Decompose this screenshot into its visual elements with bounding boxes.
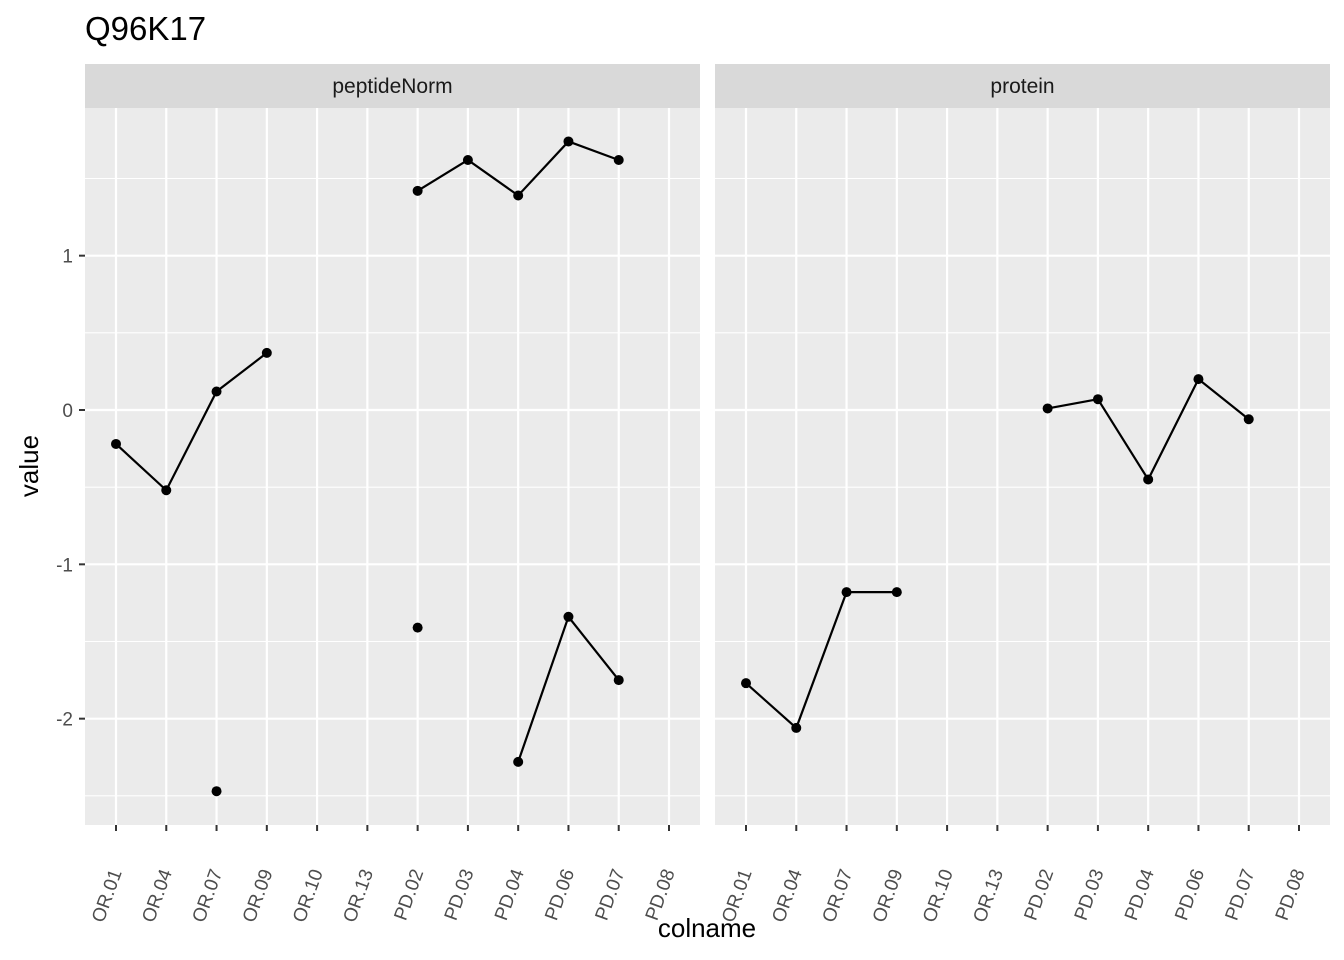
data-point [111,438,121,449]
data-point [161,485,172,496]
data-point [211,786,222,797]
y-tick-label: 0 [62,401,73,422]
x-tick-label: PD.02 [1021,867,1059,924]
x-tick-label: OR.09 [869,867,908,926]
x-tick-label: OR.07 [189,867,228,926]
series-1 [741,374,1254,733]
facet-panels: peptideNorm OR.01 OR.04 OR.07 OR.09 OR.10 OR.1… [56,64,1330,925]
x-tick-label: PD.07 [1222,867,1260,924]
data-point [412,185,423,196]
y-tick-label: -1 [56,555,73,576]
data-point [741,678,751,689]
data-point [891,587,902,598]
chart-title: Q96K17 [85,10,206,47]
data-point [613,675,624,686]
data-point [613,154,624,165]
data-point [563,611,574,622]
data-point [513,756,524,767]
x-tick-label: OR.01 [88,867,127,926]
data-point [563,136,574,147]
data-point [261,347,272,358]
data-point [513,190,524,201]
data-point [1042,403,1053,414]
facet-strip [85,64,700,108]
x-tick-label: PD.07 [592,867,630,924]
y-axis-title: value [14,435,44,497]
x-tick-label: PD.03 [441,867,479,924]
x-tick-label: OR.13 [340,867,379,926]
facet-strip-label: peptideNorm [332,75,452,98]
series-line [745,591,897,730]
x-tick-label: PD.03 [1071,867,1109,924]
data-point [791,722,802,733]
facet-strip-label: protein [990,75,1054,98]
plot-panel [85,108,700,825]
x-tick-label: OR.10 [289,867,328,926]
x-tick-label: PD.06 [1171,867,1209,924]
series-1 [111,136,624,496]
series-2 [211,611,624,797]
data-point [211,386,222,397]
x-tick-label: PD.04 [1121,866,1159,923]
data-point [1193,374,1204,385]
y-tick-label: 1 [62,247,73,268]
x-tick-label: PD.08 [1272,867,1310,924]
facet-peptideNorm: peptideNorm OR.01 OR.04 OR.07 OR.09 OR.10 OR.1… [56,64,700,925]
x-tick-label: OR.07 [819,867,858,926]
x-tick-label: PD.04 [491,866,529,923]
x-tick-label: OR.10 [919,867,958,926]
x-tick-label: PD.06 [541,867,579,924]
data-point [1143,474,1154,485]
x-tick-label: OR.04 [768,866,807,925]
data-point [1092,394,1103,405]
plot-panel [715,108,1330,825]
x-tick-label: PD.02 [391,867,429,924]
facet-strip [715,64,1330,108]
x-tick-label: OR.09 [239,867,278,926]
data-point [462,154,473,165]
data-point [841,587,852,598]
x-axis-title: colname [658,913,756,943]
data-point [412,622,423,633]
series-line [115,352,268,493]
data-point [1243,414,1254,425]
x-tick-label: OR.13 [970,867,1009,926]
x-tick-label: OR.04 [138,866,177,925]
y-tick-label: -2 [56,710,73,731]
